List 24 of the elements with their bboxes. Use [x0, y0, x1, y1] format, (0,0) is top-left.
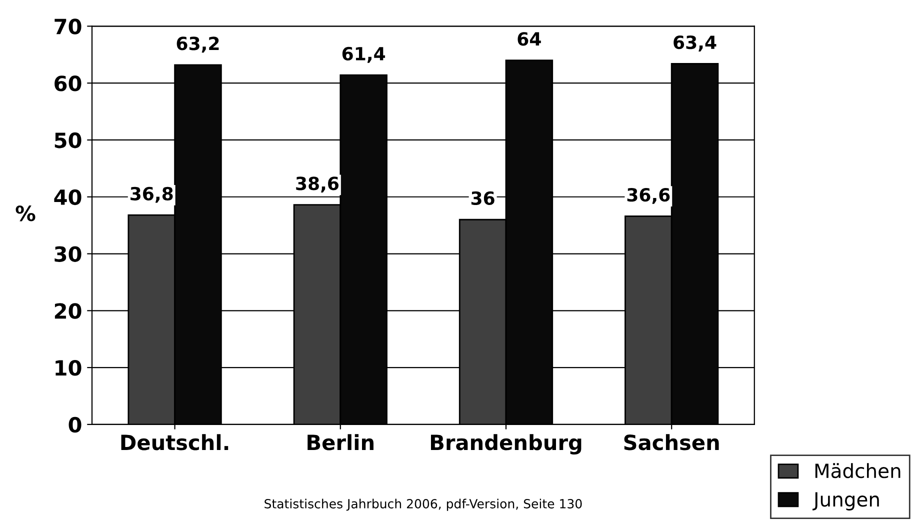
y-tick-label: 10 — [56, 360, 82, 376]
text: Statistisches Jahrbuch 2006, pdf-Version, Seite 130 — [264, 498, 582, 511]
data-label: 64 — [518, 32, 541, 46]
data-label: 36 — [471, 191, 494, 206]
x-tick-label: Brandenburg — [430, 434, 582, 454]
legend-label: Mädchen — [815, 463, 900, 478]
x-tick-label: Deutschl. — [121, 434, 228, 450]
data-label: 61,4 — [342, 46, 386, 63]
data-label: 63,2 — [176, 36, 219, 53]
y-axis-title: % — [16, 206, 36, 222]
y-tick-label: 60 — [54, 76, 82, 92]
y-tick-label: 0 — [68, 416, 82, 433]
y-tick-label: 70 — [54, 18, 82, 34]
data-label: 63,4 — [674, 35, 716, 52]
data-label: 38,6 — [296, 176, 339, 193]
y-tick-label: 40 — [54, 189, 82, 206]
y-tick-label: 50 — [54, 132, 82, 148]
x-tick-label: Sachsen — [624, 434, 719, 450]
y-tick-label: 30 — [54, 246, 82, 262]
data-label: 36,8 — [130, 186, 173, 203]
data-label: 36,6 — [627, 188, 670, 204]
y-tick-label: 20 — [54, 303, 82, 319]
x-tick-label: Berlin — [308, 434, 374, 450]
legend-label: Jungen — [812, 492, 879, 510]
